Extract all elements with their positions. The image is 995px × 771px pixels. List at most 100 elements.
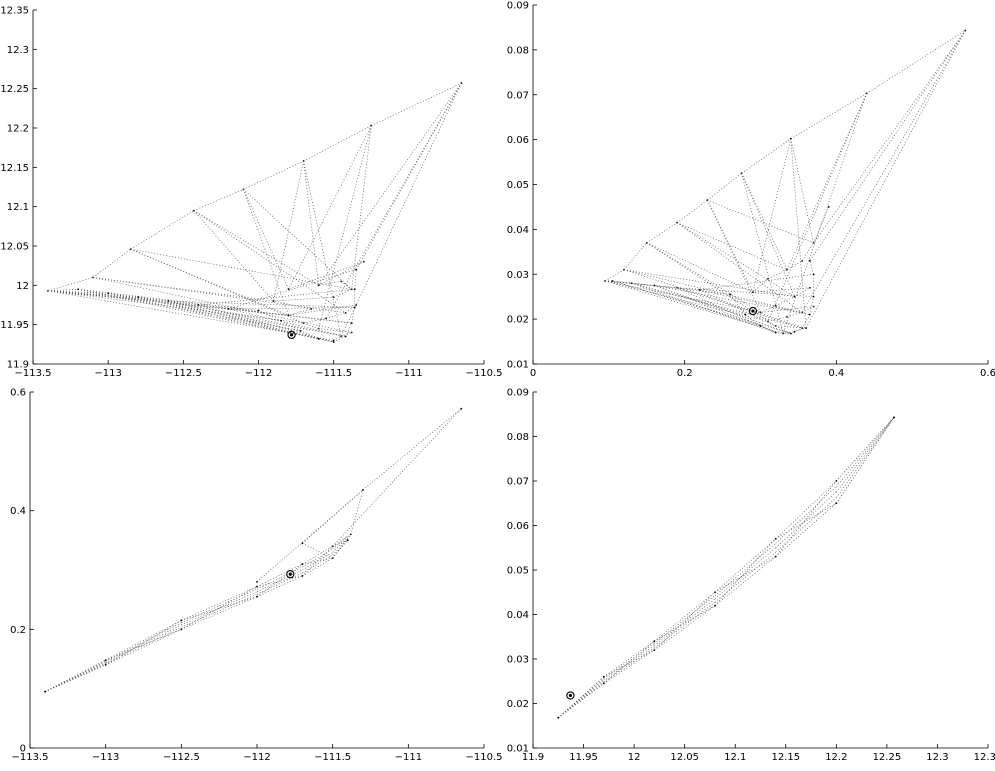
mesh-fan-edge [108,292,282,322]
mesh-fan-edge [243,189,289,290]
mesh-fan-edge [325,82,462,319]
band-strand-edge [836,417,895,493]
y-tick-label: 0.03 [507,270,529,281]
band-upper-edge [181,586,258,621]
band-cross-edge [603,649,655,678]
mesh-cluster-edge [783,331,795,334]
band-upper-edge [105,620,182,661]
mesh-node [197,304,200,306]
mesh-fan-edge [318,82,462,286]
mesh-fan-edge [228,307,355,310]
band-spur-edge [332,408,462,547]
band-lower-edge [181,596,258,630]
band-lower-edge [105,629,182,666]
x-tick-label: −111.5 [315,368,352,379]
mesh-arc-edge [300,330,319,340]
band-strand-edge [181,588,258,623]
mesh-fan-edge [193,210,319,286]
mesh-fan-edge [767,93,867,322]
mesh-fan-edge [676,222,788,271]
mesh-cluster-edge [801,242,814,261]
band-cross-edge [256,575,303,587]
x-tick-label: 12.3 [926,752,948,763]
y-tick-label: 0.01 [507,360,529,371]
mesh-fan-edge [707,199,814,244]
band-cross-edge [654,591,716,651]
mesh-fan-edge [108,292,319,340]
mesh-fan-edge [654,285,810,315]
chart-panel-bottom-left: −113.5 −113 −112.5 −112 −111.5 −111 −110.5 0 0.2… [10,388,502,764]
band-strand-edge [775,486,837,544]
mesh-node [353,306,356,309]
mesh-boundary-edge [243,160,304,190]
mesh-fan-edge [93,277,346,314]
chart-panel-top-right: 0 0.2 0.4 0.6 0.01 0.02 0.03 0.04 0.05 0.06 0.07 0.… [507,1,995,380]
band-cross-edge [775,480,837,557]
band-lower-edge [654,605,716,651]
band-cross-edge [836,417,895,482]
band-lower-edge [603,649,655,684]
band-strand-edge [44,662,106,692]
mesh-fan-edge [623,269,807,329]
mesh-fan-edge [93,277,274,302]
band-cross-edge [302,557,333,565]
mesh-fan-edge [646,242,769,322]
y-tick-label: 0.04 [507,610,529,621]
mesh-fan-edge [654,285,791,334]
band-cross-edge [181,596,258,621]
y-tick-label: 0.07 [507,477,529,488]
mesh-fan-edge [623,269,795,298]
mesh-node [602,682,605,685]
mesh-cluster-edge [775,296,795,306]
mesh-cluster-edge [273,296,334,302]
mesh-node [346,539,349,542]
mesh-fan-edge [48,290,109,294]
band-strand-edge [105,624,182,663]
y-tick-label: 0.05 [507,566,529,577]
mesh-cluster-edge [333,288,352,298]
mesh-cluster-edge [794,327,807,333]
mesh-node [653,640,656,643]
band-strand-edge [603,647,655,683]
mesh-node [698,289,701,291]
mesh-boundary-edge [741,138,792,174]
mesh-arc-edge [354,269,357,290]
x-tick-label: −113 [94,368,121,379]
y-tick-label: 0.02 [507,315,529,326]
mesh-cluster-edge [752,287,810,293]
mesh-boundary-edge [646,222,678,244]
mesh-fan-edge [228,308,346,337]
mesh-cluster-edge [752,278,769,293]
mesh-fan-edge [340,83,462,337]
y-tick-label: 0.05 [507,180,529,191]
band-upper-edge [603,640,655,678]
mesh-fan-edge [741,173,788,270]
band-cross-edge [836,417,895,504]
x-tick-label: −111 [395,368,422,379]
x-tick-label: −113.5 [11,752,48,763]
mesh-node [714,591,716,594]
mesh-fan-edge [168,300,355,308]
y-tick-label: 0.6 [10,388,26,399]
mesh-boundary-edge [92,248,131,278]
band-strand-edge [836,417,895,487]
mesh-boundary-edge [809,30,966,261]
mesh-fan-edge [604,280,761,313]
y-tick-label: 11.95 [0,320,29,331]
highlight-point [751,309,755,313]
mesh-boundary-edge [676,199,708,223]
mesh-fan-edge [676,222,795,297]
band-strand-edge [256,569,303,592]
band-strand-edge [558,678,605,719]
x-tick-label: −111.5 [314,752,351,763]
mesh-fan-edge [48,290,169,302]
y-tick-label: 12.3 [7,45,29,56]
x-tick-label: 0 [530,368,536,379]
band-strand-edge [775,491,837,549]
band-cross-edge [332,534,352,559]
mesh-fan-edge [805,30,966,329]
mesh-node [812,273,815,276]
y-tick-label: 0.09 [507,1,529,12]
mesh-cluster-edge [326,312,346,319]
band-strand-edge [654,601,716,649]
